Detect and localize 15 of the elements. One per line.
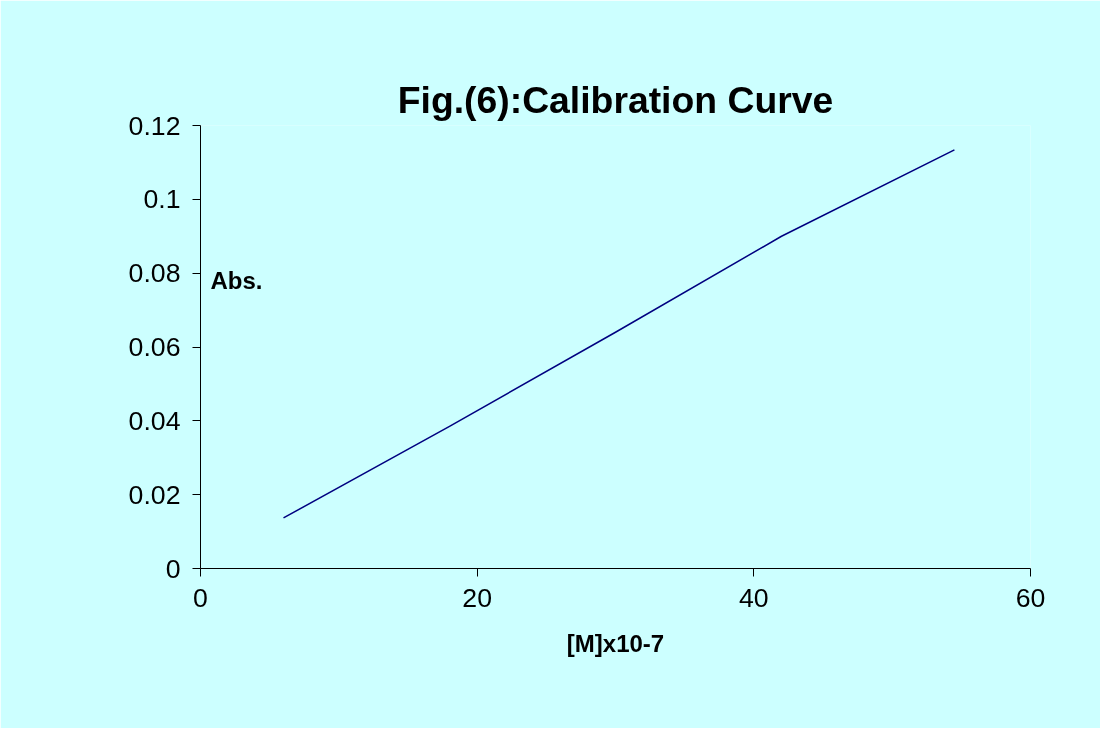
y-tick-label: 0.02 [128, 479, 181, 510]
y-tick-label: 0 [165, 553, 181, 584]
x-tick-label: 60 [1015, 582, 1046, 613]
y-tick-label: 0.12 [128, 110, 181, 141]
x-tick-label: 40 [739, 582, 769, 613]
x-axis-title: [M]x10-7 [566, 629, 665, 657]
x-tick-label: 20 [462, 582, 492, 613]
y-tick-label: 0.08 [128, 258, 181, 289]
line-series [282, 149, 956, 519]
x-tick-label: 0 [193, 582, 208, 613]
y-tick-label: 0.04 [128, 405, 181, 436]
y-axis-title: Abs. [210, 267, 263, 295]
chart-title: Fig.(6):Calibration Curve [397, 78, 834, 121]
y-tick-label: 0.06 [128, 332, 181, 362]
y-tick-label: 0.1 [143, 184, 181, 215]
